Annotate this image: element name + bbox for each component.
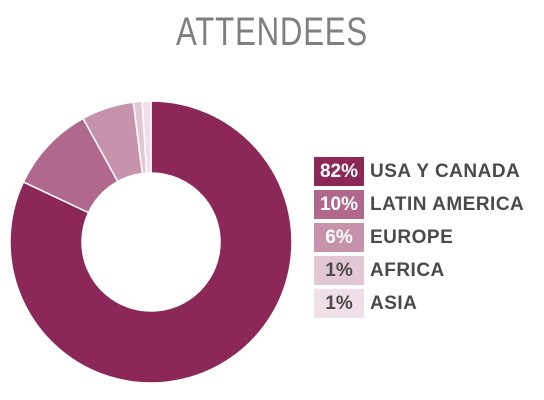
legend-label-latin-america: LATIN AMERICA (370, 193, 525, 215)
legend-badge-latin-america: 10% (314, 190, 364, 219)
legend-badge-usa-canada: 82% (314, 157, 364, 186)
legend-item-latin-america: 10% LATIN AMERICA (314, 190, 524, 219)
legend-label-usa-canada: USA Y CANADA (370, 160, 521, 182)
slice-usa-y-canada (9, 100, 293, 384)
legend-badge-europe: 6% (314, 223, 364, 252)
legend: 82% USA Y CANADA 10% LATIN AMERICA 6% EU… (314, 157, 524, 322)
legend-item-usa-canada: 82% USA Y CANADA (314, 157, 524, 186)
legend-item-europe: 6% EUROPE (314, 223, 524, 252)
legend-label-europe: EUROPE (370, 226, 454, 248)
legend-label-asia: ASIA (370, 292, 418, 314)
legend-label-africa: AFRICA (370, 259, 445, 281)
legend-badge-asia: 1% (314, 289, 364, 318)
legend-item-africa: 1% AFRICA (314, 256, 524, 285)
legend-badge-africa: 1% (314, 256, 364, 285)
slice-asia (141, 100, 152, 174)
legend-item-asia: 1% ASIA (314, 289, 524, 318)
chart-title: ATTENDEES (176, 10, 368, 54)
